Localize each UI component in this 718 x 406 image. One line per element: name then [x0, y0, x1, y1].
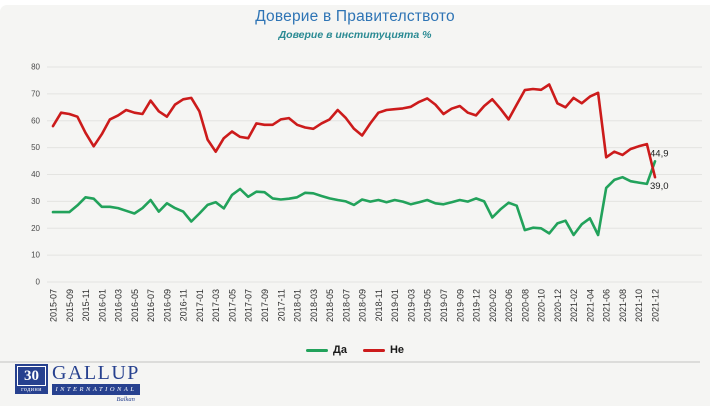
y-axis-tick-label: 40: [31, 170, 40, 179]
series-line-ne: [51, 83, 657, 179]
end-value-label-da: 44,9: [650, 148, 669, 159]
x-axis-tick-label: 2018-09: [358, 289, 368, 322]
x-axis-tick-label: 2017-03: [211, 289, 221, 322]
x-axis-tick-label: 2021-08: [618, 289, 628, 322]
gallup-international-logo: 30 години GALLUP INTERNATIONAL Balkan: [15, 362, 140, 403]
x-axis-tick-label: 2016-09: [162, 289, 172, 322]
x-axis-tick-label: 2016-11: [179, 289, 189, 321]
x-axis-tick-label: 2017-01: [195, 289, 205, 322]
logo-region-text: Balkan: [116, 396, 135, 403]
legend-swatch: [305, 348, 328, 352]
x-axis-tick-label: 2018-01: [293, 289, 303, 322]
x-axis-tick-label: 2015-09: [65, 289, 75, 322]
x-axis-tick-label: 2017-05: [228, 289, 238, 322]
x-axis-tick-label: 2019-05: [423, 289, 433, 322]
x-axis-tick-label: 2021-06: [602, 289, 612, 322]
y-axis-tick-label: 50: [31, 143, 40, 152]
legend-item-ne[interactable]: Не: [362, 344, 405, 356]
y-axis-tick-label: 30: [31, 197, 40, 206]
x-axis-tick-label: 2020-02: [488, 289, 498, 322]
x-axis-tick-label: 2019-01: [390, 289, 400, 322]
series-line-da: [51, 160, 657, 237]
x-axis-tick-label: 2017-07: [244, 289, 254, 322]
logo-30-years-box: 30 години: [15, 364, 48, 394]
logo-caption: години: [21, 387, 42, 393]
chart-legend: Да Не: [0, 341, 710, 359]
x-axis-tick-label: 2021-12: [651, 289, 661, 322]
legend-item-da[interactable]: Да: [305, 344, 347, 356]
x-axis-tick-label: 2016-01: [97, 289, 107, 322]
chart-plot-area: 0 10 20 30 40 50 60 70 80 2015-07 2015-09 2015-11 20…: [31, 63, 702, 322]
x-axis-tick-label: 2015-07: [49, 289, 59, 322]
y-axis-tick-label: 0: [36, 278, 41, 287]
legend-label: Не: [389, 344, 405, 356]
x-axis-tick-label: 2020-06: [504, 289, 514, 322]
x-axis-tick-label: 2019-07: [439, 289, 449, 322]
x-axis-tick-label: 2020-08: [520, 289, 530, 322]
x-axis-tick-label: 2020-10: [537, 289, 547, 322]
x-axis-tick-label: 2016-05: [130, 289, 140, 322]
x-axis-tick-label: 2021-10: [634, 289, 644, 322]
x-axis-tick-label: 2019-12: [472, 289, 482, 322]
logo-wordmark: GALLUP INTERNATIONAL Balkan: [52, 362, 140, 403]
end-value-label-ne: 39,0: [650, 181, 669, 192]
y-axis-tick-label: 80: [31, 63, 40, 72]
legend-label: Да: [332, 344, 347, 356]
x-axis-tick-label: 2021-02: [569, 289, 579, 322]
x-axis-tick-label: 2020-12: [553, 289, 563, 322]
x-axis-tick-label: 2019-09: [455, 289, 465, 322]
y-axis-tick-label: 10: [31, 251, 40, 260]
chart-subtitle: Доверие в институцията %: [278, 29, 432, 41]
logo-number: 30: [17, 366, 46, 386]
y-axis-tick-label: 60: [31, 116, 40, 125]
x-axis-tick-label: 2015-11: [81, 289, 91, 321]
x-axis-tick-label: 2016-03: [114, 289, 124, 322]
x-axis-tick-label: 2016-07: [146, 289, 156, 322]
logo-brand-subtext: INTERNATIONAL: [52, 384, 140, 395]
y-axis-tick-label: 20: [31, 224, 40, 233]
chart-title: Доверие в Правителството: [255, 8, 455, 25]
x-axis-tick-label: 2018-03: [309, 289, 319, 322]
logo-brand-text: GALLUP: [52, 362, 140, 384]
x-axis-tick-label: 2018-11: [374, 289, 384, 321]
chart-header: Доверие в Правителството Доверие в инсти…: [0, 8, 710, 41]
footer-divider: [0, 361, 700, 363]
x-axis-tick-label: 2021-04: [585, 289, 595, 322]
x-axis-tick-label: 2017-11: [276, 289, 286, 321]
y-axis-tick-label: 70: [31, 89, 40, 98]
legend-swatch: [362, 348, 385, 352]
x-axis-tick-label: 2017-09: [260, 289, 270, 322]
x-axis-tick-label: 2018-07: [341, 289, 351, 322]
x-axis-tick-label: 2019-03: [406, 289, 416, 322]
x-axis-tick-label: 2018-05: [325, 289, 335, 322]
